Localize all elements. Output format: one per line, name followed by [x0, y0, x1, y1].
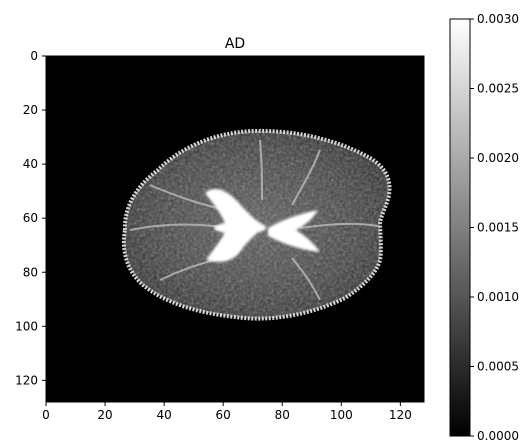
colorbar-tick-label: 0.0005	[477, 360, 519, 374]
colorbar-tick-label: 0.0030	[477, 12, 519, 26]
x-tick-label: 120	[389, 408, 412, 422]
x-tick-label: 40	[156, 408, 171, 422]
x-tick-label: 60	[216, 408, 231, 422]
colorbar-tick-label: 0.0000	[477, 429, 519, 443]
colorbar-gradient	[449, 18, 471, 437]
x-tick-label: 20	[97, 408, 112, 422]
x-tick-label: 80	[275, 408, 290, 422]
x-axis: 0 20 40 60 80 100 120	[42, 402, 412, 422]
chart-title: AD	[225, 36, 245, 52]
x-tick-label: 0	[42, 408, 50, 422]
y-axis: 0 20 40 60 80 100 120	[15, 49, 46, 387]
colorbar-tick-label: 0.0020	[477, 151, 519, 165]
y-tick-label: 80	[23, 265, 38, 279]
ventricles	[205, 189, 320, 262]
y-tick-label: 60	[23, 211, 38, 225]
y-tick-label: 0	[30, 49, 38, 63]
colorbar-tick-label: 0.0015	[477, 221, 519, 235]
x-tick-label: 100	[330, 408, 353, 422]
image-frame	[45, 55, 425, 403]
brain-slice	[122, 128, 392, 321]
y-tick-label: 40	[23, 157, 38, 171]
y-tick-label: 100	[15, 319, 38, 333]
y-tick-label: 20	[23, 103, 38, 117]
colorbar-ticks: 0.0000 0.0005 0.0010 0.0015 0.0020 0.0025 0.00…	[470, 12, 519, 443]
y-tick-label: 120	[15, 373, 38, 387]
colorbar-tick-label: 0.0025	[477, 82, 519, 96]
colorbar-tick-label: 0.0010	[477, 290, 519, 304]
white-matter-tracts	[129, 139, 379, 301]
colorbar: 0.0000 0.0005 0.0010 0.0015 0.0020 0.0025 0.00…	[449, 12, 519, 443]
heatmap-image	[46, 56, 424, 402]
